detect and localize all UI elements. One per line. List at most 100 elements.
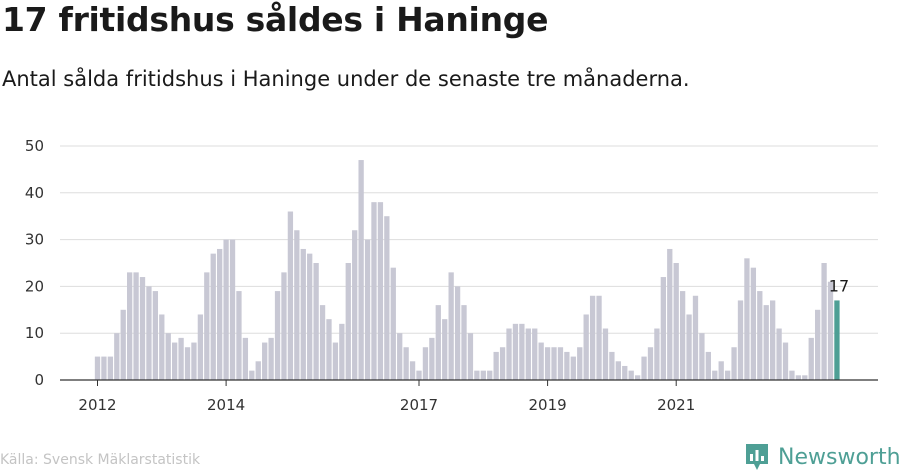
bar bbox=[249, 370, 255, 380]
bar bbox=[371, 202, 377, 380]
bar bbox=[294, 230, 300, 380]
bar bbox=[101, 356, 107, 380]
bar bbox=[487, 370, 493, 380]
bar bbox=[474, 370, 480, 380]
bar bbox=[114, 333, 120, 380]
bar bbox=[577, 347, 583, 380]
bar bbox=[223, 239, 229, 380]
bar bbox=[731, 347, 737, 380]
bar bbox=[609, 351, 615, 380]
bar bbox=[210, 253, 216, 380]
bar bbox=[146, 286, 152, 380]
bar bbox=[397, 333, 403, 380]
bar bbox=[737, 300, 744, 380]
bar bbox=[172, 342, 178, 380]
bar bbox=[300, 248, 306, 380]
bar bbox=[744, 258, 750, 380]
newsworthy-logo-icon bbox=[746, 444, 768, 470]
bar bbox=[236, 291, 242, 380]
y-tick-label: 30 bbox=[25, 231, 44, 249]
x-tick-label: 2021 bbox=[657, 396, 695, 414]
bar bbox=[815, 309, 821, 380]
bar bbox=[448, 272, 454, 380]
bar bbox=[589, 295, 596, 380]
bar bbox=[634, 375, 641, 380]
bar bbox=[159, 314, 165, 380]
bar bbox=[107, 356, 114, 380]
y-tick-label: 10 bbox=[25, 324, 44, 342]
bar bbox=[789, 370, 795, 380]
brand-logo: Newsworthy bbox=[744, 442, 900, 472]
bar bbox=[268, 337, 274, 380]
bar bbox=[583, 314, 589, 380]
chart-subtitle: Antal sålda fritidshus i Haninge under d… bbox=[2, 67, 690, 91]
bar bbox=[776, 328, 782, 380]
bar bbox=[242, 337, 249, 380]
bar bbox=[724, 370, 731, 380]
bar bbox=[480, 370, 486, 380]
bar-chart: 0 10 20 30 40 50 17 2012 2014 2017 2019 2021 bbox=[25, 137, 878, 414]
bar bbox=[403, 347, 409, 380]
bar bbox=[654, 328, 660, 380]
bar bbox=[647, 347, 654, 380]
bar bbox=[152, 291, 159, 380]
bar bbox=[352, 230, 358, 380]
bar bbox=[699, 333, 705, 380]
bar bbox=[197, 314, 204, 380]
bar bbox=[660, 277, 666, 380]
y-tick-label: 50 bbox=[25, 137, 44, 155]
highlight-value-label: 17 bbox=[829, 276, 849, 295]
bar bbox=[255, 361, 261, 380]
bar bbox=[512, 323, 519, 380]
bar bbox=[827, 281, 834, 380]
bar bbox=[319, 305, 326, 380]
bar bbox=[506, 328, 512, 380]
highlight-bar bbox=[834, 300, 840, 380]
bar bbox=[165, 333, 171, 380]
bar bbox=[782, 342, 789, 380]
bar bbox=[467, 333, 474, 380]
bar bbox=[712, 370, 718, 380]
bar bbox=[435, 305, 441, 380]
bar bbox=[750, 267, 757, 380]
bar bbox=[133, 272, 139, 380]
x-tick-label: 2017 bbox=[400, 396, 438, 414]
x-tick-label: 2019 bbox=[529, 396, 567, 414]
bar bbox=[686, 314, 692, 380]
bar bbox=[461, 305, 467, 380]
bar bbox=[127, 272, 133, 380]
bar bbox=[763, 305, 769, 380]
bar bbox=[326, 319, 332, 380]
bar bbox=[184, 347, 191, 380]
bar bbox=[94, 356, 101, 380]
bar bbox=[416, 370, 422, 380]
chart-title: 17 fritidshus såldes i Haninge bbox=[2, 0, 549, 39]
bar bbox=[377, 202, 384, 380]
bar bbox=[454, 286, 461, 380]
brand-name: Newsworthy bbox=[778, 444, 900, 470]
bar bbox=[718, 361, 724, 380]
bar bbox=[692, 295, 699, 380]
bar bbox=[262, 342, 268, 380]
bar bbox=[313, 263, 319, 380]
bar bbox=[364, 239, 371, 380]
bar bbox=[204, 272, 210, 380]
bar bbox=[345, 263, 351, 380]
y-tick-label: 20 bbox=[25, 277, 44, 295]
bar bbox=[307, 253, 313, 380]
bar bbox=[274, 291, 281, 380]
source-note: Källa: Svensk Mäklarstatistik bbox=[0, 452, 201, 468]
bar bbox=[544, 347, 551, 380]
bar bbox=[551, 347, 557, 380]
bar bbox=[442, 319, 448, 380]
bar bbox=[615, 361, 621, 380]
bar bbox=[622, 365, 628, 380]
bar bbox=[178, 337, 184, 380]
bar bbox=[570, 356, 576, 380]
bar bbox=[339, 323, 345, 380]
bar bbox=[596, 295, 602, 380]
bar bbox=[673, 263, 679, 380]
bar bbox=[281, 272, 287, 380]
bar bbox=[229, 239, 236, 380]
bar bbox=[802, 375, 808, 380]
